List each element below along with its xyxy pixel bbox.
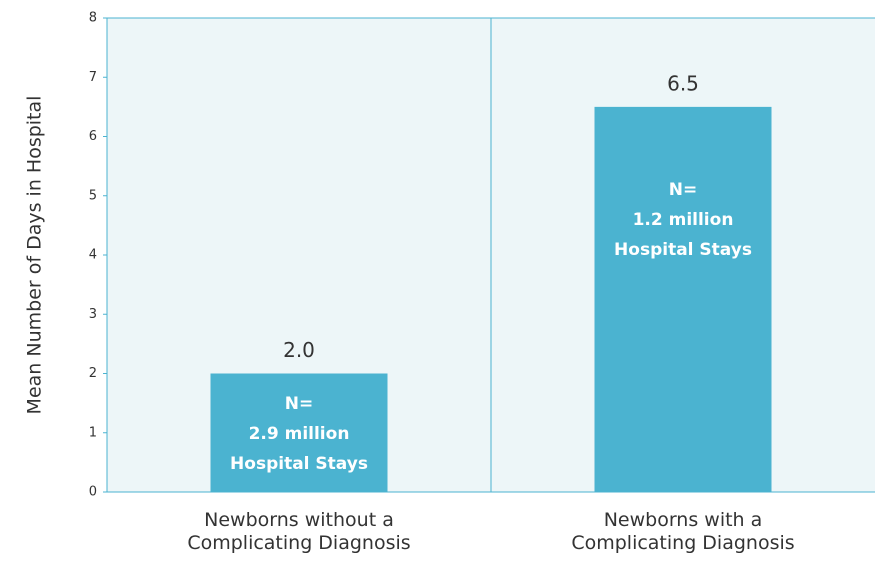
y-tick-label: 6 — [89, 129, 97, 144]
bar — [594, 106, 772, 492]
bar-note: 2.9 million — [249, 424, 350, 444]
x-tick-label: Newborns with a Complicating Diagnosis — [571, 509, 795, 554]
bar-note: N= — [285, 394, 313, 414]
y-tick-label: 5 — [89, 188, 97, 203]
y-tick-label: 4 — [89, 248, 97, 263]
y-tick-label: 7 — [89, 70, 97, 85]
x-tick-label: Newborns without a Complicating Diagnosi… — [187, 509, 411, 554]
bar — [210, 373, 388, 492]
y-tick-label: 3 — [89, 307, 97, 322]
y-tick-label: 2 — [89, 366, 97, 381]
y-tick-label: 1 — [89, 425, 97, 440]
y-tick-label: 8 — [89, 11, 97, 26]
y-tick-label: 0 — [89, 485, 97, 500]
value-label: 6.5 — [667, 71, 699, 95]
bar-note: 1.2 million — [633, 210, 734, 230]
y-axis-label: Mean Number of Days in Hospital — [24, 96, 46, 415]
bar-note: Hospital Stays — [614, 240, 752, 260]
bar-note: N= — [669, 180, 697, 200]
bar-note: Hospital Stays — [230, 454, 368, 474]
value-label: 2.0 — [283, 338, 315, 362]
